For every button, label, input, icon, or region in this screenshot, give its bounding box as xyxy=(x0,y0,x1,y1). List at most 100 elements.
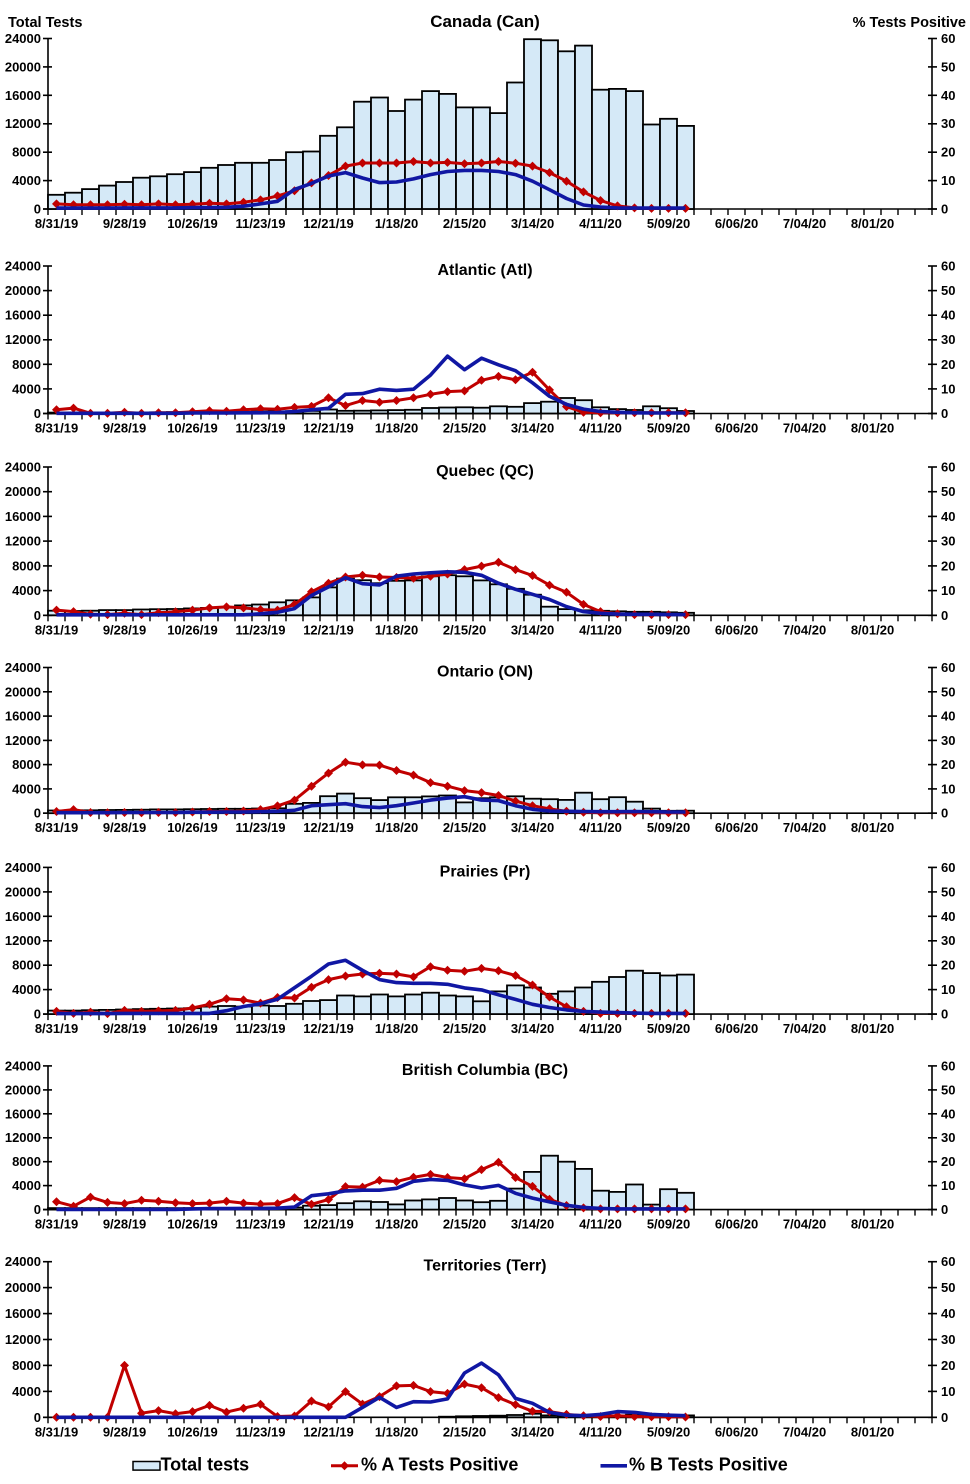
svg-text:5/09/20: 5/09/20 xyxy=(647,216,690,231)
svg-text:8000: 8000 xyxy=(12,757,41,772)
svg-text:3/14/20: 3/14/20 xyxy=(511,421,554,436)
svg-text:20000: 20000 xyxy=(5,59,41,74)
svg-text:40: 40 xyxy=(941,509,955,524)
svg-text:9/28/19: 9/28/19 xyxy=(103,421,146,436)
svg-text:30: 30 xyxy=(941,116,955,131)
svg-text:20000: 20000 xyxy=(5,1280,41,1295)
svg-text:0: 0 xyxy=(34,406,41,421)
svg-text:60: 60 xyxy=(941,660,955,675)
svg-text:8/01/20: 8/01/20 xyxy=(851,1217,894,1232)
svg-text:10/26/19: 10/26/19 xyxy=(167,421,218,436)
svg-text:12000: 12000 xyxy=(5,116,41,131)
svg-text:0: 0 xyxy=(34,202,41,217)
svg-text:11/23/19: 11/23/19 xyxy=(236,1424,286,1439)
svg-text:30: 30 xyxy=(941,534,955,549)
svg-text:9/28/19: 9/28/19 xyxy=(103,216,146,231)
svg-text:40: 40 xyxy=(941,308,955,323)
svg-text:1/18/20: 1/18/20 xyxy=(375,622,418,637)
svg-text:12/21/19: 12/21/19 xyxy=(303,1021,354,1036)
svg-text:50: 50 xyxy=(941,59,955,74)
svg-text:40: 40 xyxy=(941,1106,955,1121)
svg-text:7/04/20: 7/04/20 xyxy=(783,1217,826,1232)
svg-text:4/11/20: 4/11/20 xyxy=(579,1424,622,1439)
svg-text:3/14/20: 3/14/20 xyxy=(511,1424,554,1439)
svg-text:10/26/19: 10/26/19 xyxy=(167,1424,218,1439)
svg-text:12/21/19: 12/21/19 xyxy=(303,421,354,436)
svg-text:6/06/20: 6/06/20 xyxy=(715,1021,758,1036)
svg-text:0: 0 xyxy=(941,406,948,421)
svg-text:11/23/19: 11/23/19 xyxy=(236,216,286,231)
svg-text:20000: 20000 xyxy=(5,283,41,298)
svg-text:20: 20 xyxy=(941,558,955,573)
svg-text:5/09/20: 5/09/20 xyxy=(647,1021,690,1036)
svg-text:50: 50 xyxy=(941,884,955,899)
svg-text:16000: 16000 xyxy=(5,709,41,724)
svg-text:10/26/19: 10/26/19 xyxy=(167,820,218,835)
svg-text:60: 60 xyxy=(941,1254,955,1269)
svg-text:1/18/20: 1/18/20 xyxy=(375,216,418,231)
svg-text:British Columbia (BC): British Columbia (BC) xyxy=(402,1062,568,1079)
svg-text:24000: 24000 xyxy=(5,460,41,475)
svg-text:8/31/19: 8/31/19 xyxy=(35,820,78,835)
svg-text:12000: 12000 xyxy=(5,1130,41,1145)
svg-text:8/01/20: 8/01/20 xyxy=(851,1424,894,1439)
svg-text:16000: 16000 xyxy=(5,308,41,323)
svg-text:40: 40 xyxy=(941,709,955,724)
svg-text:4000: 4000 xyxy=(12,781,41,796)
svg-text:60: 60 xyxy=(941,460,955,475)
svg-text:Prairies (Pr): Prairies (Pr) xyxy=(440,863,531,880)
svg-text:30: 30 xyxy=(941,933,955,948)
svg-text:10: 10 xyxy=(941,781,955,796)
svg-text:0: 0 xyxy=(34,1007,41,1022)
svg-text:12000: 12000 xyxy=(5,1332,41,1347)
svg-text:8000: 8000 xyxy=(12,1154,41,1169)
svg-text:10: 10 xyxy=(941,173,955,188)
svg-text:Atlantic (Atl): Atlantic (Atl) xyxy=(437,262,532,279)
svg-text:0: 0 xyxy=(34,806,41,821)
svg-text:20000: 20000 xyxy=(5,1082,41,1097)
svg-text:0: 0 xyxy=(941,1202,948,1217)
svg-text:2/15/20: 2/15/20 xyxy=(443,622,486,637)
svg-text:8/31/19: 8/31/19 xyxy=(35,1217,78,1232)
svg-text:12/21/19: 12/21/19 xyxy=(303,1424,354,1439)
svg-text:30: 30 xyxy=(941,1130,955,1145)
svg-text:60: 60 xyxy=(941,1058,955,1073)
svg-text:12000: 12000 xyxy=(5,733,41,748)
svg-text:2/15/20: 2/15/20 xyxy=(443,421,486,436)
svg-text:3/14/20: 3/14/20 xyxy=(511,820,554,835)
svg-text:4000: 4000 xyxy=(12,381,41,396)
svg-text:10/26/19: 10/26/19 xyxy=(167,216,218,231)
svg-text:4000: 4000 xyxy=(12,583,41,598)
svg-text:6/06/20: 6/06/20 xyxy=(715,622,758,637)
svg-text:40: 40 xyxy=(941,88,955,103)
svg-text:4/11/20: 4/11/20 xyxy=(579,216,622,231)
svg-text:3/14/20: 3/14/20 xyxy=(511,216,554,231)
svg-text:10: 10 xyxy=(941,982,955,997)
svg-text:12000: 12000 xyxy=(5,534,41,549)
svg-text:9/28/19: 9/28/19 xyxy=(103,820,146,835)
svg-text:4/11/20: 4/11/20 xyxy=(579,622,622,637)
svg-text:24000: 24000 xyxy=(5,660,41,675)
svg-text:20000: 20000 xyxy=(5,884,41,899)
svg-text:24000: 24000 xyxy=(5,31,41,46)
svg-text:16000: 16000 xyxy=(5,509,41,524)
svg-text:50: 50 xyxy=(941,1280,955,1295)
svg-text:16000: 16000 xyxy=(5,1306,41,1321)
svg-text:16000: 16000 xyxy=(5,909,41,924)
svg-text:5/09/20: 5/09/20 xyxy=(647,1424,690,1439)
svg-text:12/21/19: 12/21/19 xyxy=(303,622,354,637)
svg-text:2/15/20: 2/15/20 xyxy=(443,820,486,835)
svg-text:24000: 24000 xyxy=(5,860,41,875)
svg-text:1/18/20: 1/18/20 xyxy=(375,421,418,436)
svg-text:7/04/20: 7/04/20 xyxy=(783,216,826,231)
svg-text:16000: 16000 xyxy=(5,1106,41,1121)
svg-text:Total tests: Total tests xyxy=(161,1455,250,1475)
svg-text:2/15/20: 2/15/20 xyxy=(443,1217,486,1232)
svg-text:10: 10 xyxy=(941,381,955,396)
svg-text:24000: 24000 xyxy=(5,259,41,274)
svg-text:5/09/20: 5/09/20 xyxy=(647,421,690,436)
svg-text:8/01/20: 8/01/20 xyxy=(851,216,894,231)
svg-text:0: 0 xyxy=(941,202,948,217)
svg-text:0: 0 xyxy=(941,806,948,821)
svg-text:6/06/20: 6/06/20 xyxy=(715,421,758,436)
